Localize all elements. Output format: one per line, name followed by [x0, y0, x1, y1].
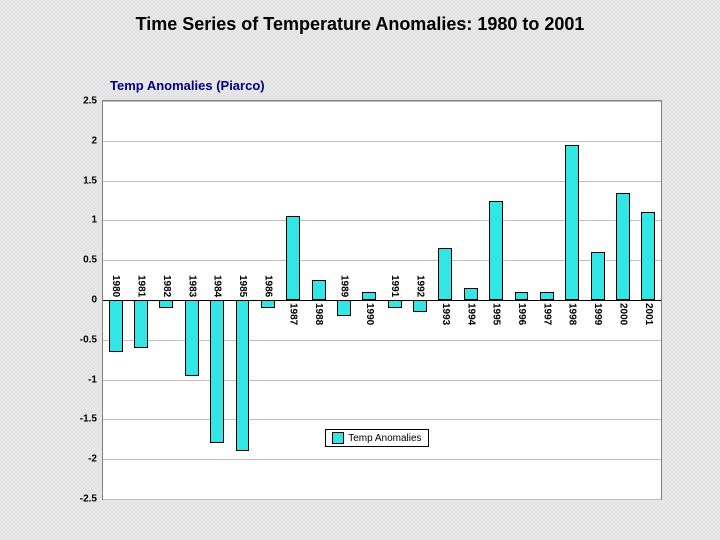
bar — [261, 300, 275, 308]
x-tick-label: 1997 — [541, 303, 552, 325]
bar — [388, 300, 402, 308]
gridline — [103, 141, 661, 142]
y-tick-label: -2.5 — [80, 494, 97, 505]
x-tick-label: 1998 — [567, 303, 578, 325]
x-tick-label: 1985 — [237, 275, 248, 297]
y-tick-label: 2 — [91, 135, 97, 146]
bar — [134, 300, 148, 348]
y-tick-label: -1.5 — [80, 414, 97, 425]
page-title: Time Series of Temperature Anomalies: 19… — [0, 14, 720, 35]
bar — [464, 288, 478, 300]
gridline — [103, 499, 661, 500]
bar — [362, 292, 376, 300]
gridline — [103, 459, 661, 460]
y-tick-label: -0.5 — [80, 334, 97, 345]
bar — [185, 300, 199, 376]
bar — [286, 216, 300, 300]
x-tick-label: 1989 — [338, 275, 349, 297]
x-tick-label: 1982 — [161, 275, 172, 297]
y-tick-label: 2.5 — [83, 96, 97, 107]
legend-label: Temp Anomalies — [348, 433, 421, 444]
bar — [210, 300, 224, 443]
gridline — [103, 101, 661, 102]
x-tick-label: 1991 — [389, 275, 400, 297]
bar — [565, 145, 579, 300]
y-tick-label: -2 — [88, 454, 97, 465]
y-tick-label: 1 — [91, 215, 97, 226]
x-tick-label: 1988 — [313, 303, 324, 325]
x-tick-label: 1999 — [592, 303, 603, 325]
bar — [236, 300, 250, 451]
bar — [591, 252, 605, 300]
x-tick-label: 1994 — [465, 303, 476, 325]
bar — [109, 300, 123, 352]
bar — [438, 248, 452, 300]
bar — [540, 292, 554, 300]
x-tick-label: 1995 — [491, 303, 502, 325]
x-tick-label: 1981 — [136, 275, 147, 297]
x-tick-label: 1980 — [110, 275, 121, 297]
legend-swatch — [332, 432, 344, 444]
y-tick-label: 0 — [91, 295, 97, 306]
x-tick-label: 1993 — [440, 303, 451, 325]
bar — [312, 280, 326, 300]
x-tick-label: 1984 — [212, 275, 223, 297]
x-tick-label: 1987 — [288, 303, 299, 325]
bar — [337, 300, 351, 316]
gridline — [103, 380, 661, 381]
x-tick-label: 1992 — [415, 275, 426, 297]
bar — [489, 201, 503, 301]
bar — [515, 292, 529, 300]
chart-title: Temp Anomalies (Piarco) — [110, 78, 265, 93]
chart-legend: Temp Anomalies — [325, 429, 428, 447]
x-tick-label: 1986 — [262, 275, 273, 297]
x-tick-label: 1990 — [364, 303, 375, 325]
x-tick-label: 2001 — [643, 303, 654, 325]
bar — [616, 193, 630, 300]
gridline — [103, 419, 661, 420]
chart-container: Temp Anomalies (Piarco) -2.5-2-1.5-1-0.5… — [62, 70, 662, 500]
y-tick-label: 1.5 — [83, 175, 97, 186]
bar — [413, 300, 427, 312]
x-tick-label: 2000 — [617, 303, 628, 325]
x-tick-label: 1983 — [186, 275, 197, 297]
y-tick-label: 0.5 — [83, 255, 97, 266]
x-tick-label: 1996 — [516, 303, 527, 325]
bar — [159, 300, 173, 308]
y-tick-label: -1 — [88, 374, 97, 385]
bar — [641, 212, 655, 300]
